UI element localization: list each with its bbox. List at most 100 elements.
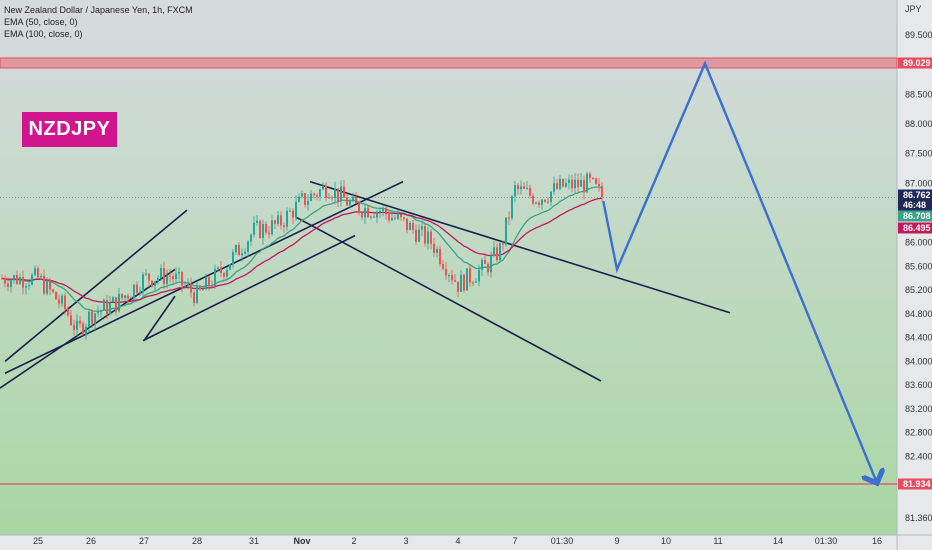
candle	[565, 178, 567, 188]
candle-body	[67, 308, 69, 316]
candle	[214, 264, 216, 289]
y-tick-label: 88.500	[905, 89, 932, 99]
candle	[418, 224, 420, 243]
candle-body	[523, 186, 525, 189]
candle-body	[385, 208, 387, 215]
candle-body	[10, 280, 12, 288]
candle	[499, 241, 501, 263]
candle-body	[577, 179, 579, 187]
candle	[115, 297, 117, 316]
candle	[193, 289, 195, 307]
candle-body	[184, 285, 186, 287]
candle	[103, 298, 105, 311]
candle-body	[565, 183, 567, 187]
candle	[595, 177, 597, 185]
candle-body	[232, 252, 234, 265]
candle-body	[127, 295, 129, 299]
candle-body	[397, 214, 399, 219]
candle	[4, 275, 6, 288]
candle-body	[484, 259, 486, 264]
candle	[325, 182, 327, 202]
candle	[544, 199, 546, 203]
plot-background	[0, 0, 897, 535]
candle-body	[400, 214, 402, 218]
candle	[406, 218, 408, 234]
candle	[256, 215, 258, 226]
candle-body	[505, 217, 507, 245]
candle-body	[433, 243, 435, 253]
candle-body	[394, 217, 396, 219]
candle-body	[130, 297, 132, 299]
candle-body	[4, 278, 6, 284]
candle-body	[109, 302, 111, 314]
candle	[532, 193, 534, 206]
candle-body	[430, 231, 432, 244]
candle-body	[520, 186, 522, 190]
candle-body	[319, 189, 321, 197]
candle-body	[139, 292, 141, 294]
candle-body	[19, 277, 21, 284]
candle-body	[256, 220, 258, 223]
candle	[460, 270, 462, 292]
candle	[361, 211, 363, 221]
time-axis-background	[0, 535, 932, 550]
candle-body	[271, 220, 273, 235]
candle	[415, 224, 417, 245]
candle-body	[190, 283, 192, 293]
candle	[166, 269, 168, 289]
candle	[502, 241, 504, 252]
price-label-bg	[898, 57, 932, 69]
candle-body	[169, 275, 171, 277]
candle-body	[259, 220, 261, 238]
candle-body	[415, 229, 417, 242]
candle-body	[151, 280, 153, 287]
candle-body	[94, 313, 96, 324]
candle	[586, 171, 588, 193]
candle-body	[7, 283, 9, 288]
candle	[334, 181, 336, 205]
candle	[451, 269, 453, 285]
candle	[1, 274, 3, 280]
candle-body	[409, 223, 411, 231]
candle	[181, 271, 183, 293]
candle	[46, 277, 48, 296]
candle	[601, 182, 603, 202]
candle-body	[358, 203, 360, 213]
candle-body	[61, 295, 63, 304]
candle	[301, 190, 303, 199]
x-tick-label: 10	[661, 536, 671, 546]
candle-body	[91, 311, 93, 324]
candle-body	[220, 267, 222, 273]
candle-body	[553, 183, 555, 192]
candle	[340, 180, 342, 207]
candle-body	[373, 216, 375, 218]
candle	[376, 209, 378, 224]
candle-body	[136, 284, 138, 293]
y-tick-label: 85.200	[905, 285, 932, 295]
candle-body	[463, 274, 465, 291]
candle	[262, 219, 264, 245]
candle	[598, 178, 600, 192]
candle-body	[589, 173, 591, 178]
candle	[562, 178, 564, 188]
candle	[220, 261, 222, 277]
candle-body	[352, 197, 354, 202]
candle	[250, 233, 252, 247]
candle-body	[124, 295, 126, 299]
candle	[490, 251, 492, 278]
candle-body	[568, 179, 570, 184]
candle	[151, 280, 153, 288]
candle-body	[121, 293, 123, 299]
candle-body	[379, 210, 381, 212]
candle-body	[145, 273, 147, 275]
x-tick-label: 11	[713, 536, 722, 546]
candle	[292, 208, 294, 225]
price-label-last-price: 86.762	[898, 189, 932, 201]
candle-body	[355, 197, 357, 204]
candle-body	[214, 268, 216, 287]
candle-body	[118, 293, 120, 312]
candle	[403, 216, 405, 222]
candle-body	[550, 191, 552, 202]
candle	[466, 268, 468, 291]
